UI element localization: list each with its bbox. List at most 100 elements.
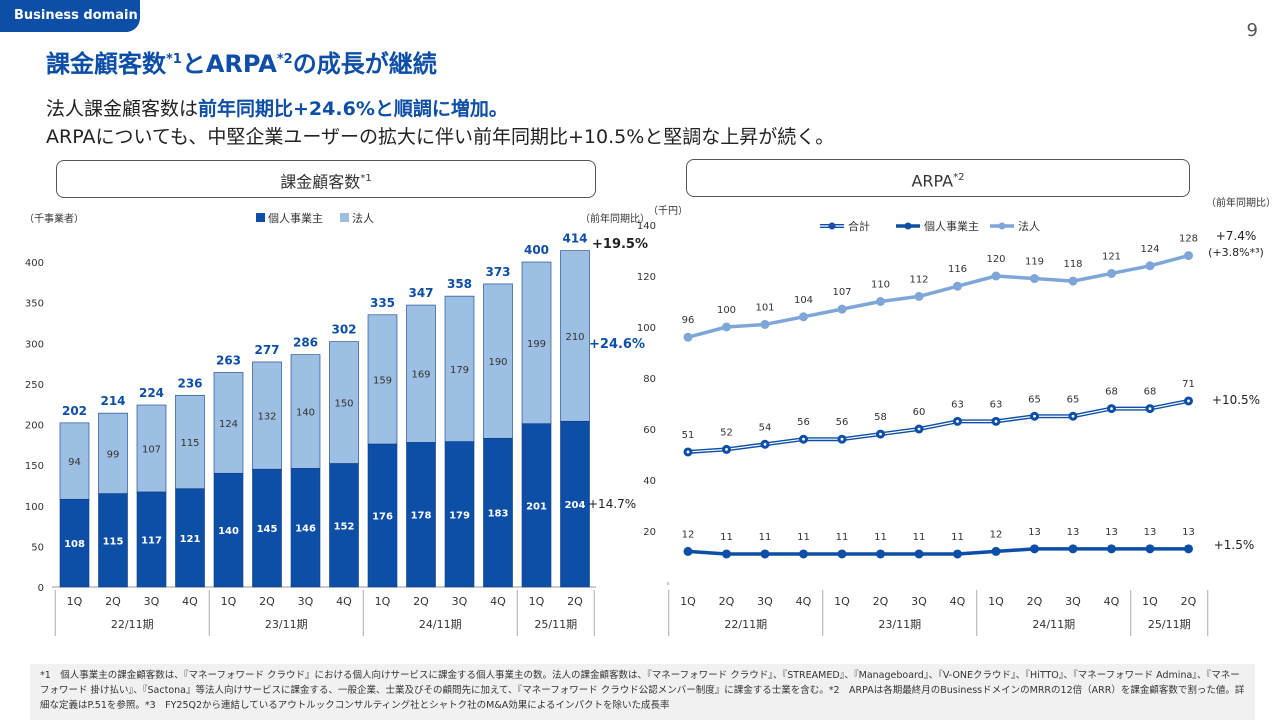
bar-x-tick-label: 2Q [259, 595, 275, 608]
bar-corporate [406, 304, 436, 443]
line-growth-total: +10.5% [1212, 393, 1260, 407]
series-value-label: 120 [986, 254, 1005, 265]
line-x-tick-label: 2Q [719, 595, 735, 608]
bar-individual [367, 443, 398, 588]
bar-corporate [444, 295, 475, 442]
bar-individual [444, 441, 475, 588]
series-value-label: 68 [1144, 387, 1157, 398]
bar-total-value: 414 [562, 232, 587, 246]
series-point-2 [914, 291, 924, 301]
bar-total-value: 286 [293, 336, 318, 350]
series-value-label: 96 [682, 315, 695, 326]
series-value-label: 63 [990, 399, 1003, 410]
line-x-tick-label: 3Q [1065, 595, 1081, 608]
bar-individual-value: 145 [257, 524, 278, 535]
series-point-1 [1030, 544, 1039, 554]
line-legend-label: 個人事業主 [924, 220, 979, 233]
series-point-2 [991, 271, 1001, 281]
bar-x-tick-label: 1Q [221, 595, 237, 608]
bar-individual-value: 117 [141, 535, 162, 546]
series-point-inner [917, 427, 921, 431]
bar-y-tick-label: 100 [25, 502, 44, 513]
series-point-inner [1033, 414, 1036, 418]
series-value-label: 101 [755, 302, 774, 313]
bar-x-tick-label: 4Q [336, 595, 352, 608]
line-x-tick-label: 1Q [1142, 595, 1158, 608]
bar-total-value: 277 [254, 343, 279, 357]
customers-chart-header: 課金顧客数*1 [56, 160, 596, 198]
bar-x-tick-label: 2Q [413, 595, 429, 608]
series-line-2 [687, 253, 1189, 339]
line-period-label: 22/11期 [724, 618, 767, 631]
series-point-inner [1110, 407, 1113, 410]
series-value-label: 13 [1067, 527, 1080, 538]
bar-corporate [521, 261, 552, 424]
bar-corporate-value: 210 [565, 332, 584, 343]
series-value-label: 121 [1102, 251, 1121, 262]
bar-growth-individual: +14.7% [588, 497, 636, 511]
bar-y-tick-label: 0 [38, 583, 44, 594]
series-value-label: 60 [913, 407, 926, 418]
series-value-label: 13 [1105, 527, 1118, 538]
line-growth-corporate-sub: (+3.8%*³) [1208, 246, 1264, 259]
bar-period-label: 23/11期 [265, 618, 308, 631]
bar-individual-value: 121 [180, 534, 201, 545]
line-growth-corporate: +7.4% [1216, 229, 1257, 243]
line-y-tick-label: 20 [643, 527, 656, 538]
series-value-label: 11 [874, 532, 887, 543]
line-yoy-label: （前年同期比） [1206, 196, 1276, 209]
series-value-label: 128 [1179, 234, 1198, 245]
bar-corporate [59, 422, 90, 500]
series-value-label: 11 [759, 532, 772, 543]
bar-corporate-value: 150 [334, 399, 353, 410]
page-subtitle: 法人課金顧客数は前年同期比+24.6%と順調に増加。 ARPAについても、中堅企… [46, 98, 835, 148]
series-point-2 [876, 297, 885, 306]
bar-individual [98, 493, 128, 588]
series-point-1 [760, 549, 770, 559]
series-point-2 [1184, 251, 1193, 261]
bar-corporate [290, 354, 321, 469]
line-x-tick-label: 1Q [680, 595, 696, 608]
series-point-1 [799, 549, 808, 559]
bar-individual [175, 488, 205, 588]
bar-corporate [367, 314, 398, 445]
series-value-label: 119 [1025, 257, 1044, 268]
series-value-label: 71 [1182, 379, 1195, 390]
line-y-tick-label: 40 [643, 476, 656, 487]
series-point-1 [953, 549, 962, 559]
series-point-inner [840, 437, 844, 441]
bar-x-tick-label: 1Q [67, 595, 83, 608]
series-point-1 [837, 549, 847, 559]
series-point-inner [1187, 399, 1190, 403]
series-point-inner [802, 437, 805, 441]
bar-individual-value: 176 [372, 512, 393, 523]
bar-y-tick-label: 300 [25, 339, 44, 350]
bar-corporate-value: 94 [68, 457, 81, 468]
bar-growth-total: +19.5% [592, 237, 648, 252]
series-point-1 [1107, 544, 1116, 554]
bar-y-tick-label: 400 [25, 258, 44, 269]
bar-individual [483, 438, 513, 588]
line-x-tick-label: 2Q [1181, 595, 1197, 608]
series-value-label: 65 [1067, 394, 1080, 405]
series-point-inner [1148, 407, 1152, 410]
series-point-1 [722, 549, 731, 559]
series-value-label: 11 [951, 532, 964, 543]
bar-individual-value: 204 [565, 500, 586, 511]
line-y-tick-label: 140 [637, 221, 656, 232]
series-value-label: 13 [1028, 527, 1041, 538]
bar-x-tick-label: 3Q [298, 595, 314, 608]
business-domain-tag: Business domain [0, 0, 140, 32]
series-value-label: 65 [1028, 394, 1041, 405]
bar-total-value: 358 [447, 277, 472, 291]
line-x-tick-label: 2Q [873, 595, 889, 608]
arpa-chart-header: ARPA*2 [686, 159, 1190, 197]
bar-corporate [483, 283, 513, 439]
bar-corporate-value: 169 [411, 370, 430, 381]
bar-total-value: 335 [370, 296, 395, 310]
series-point-1 [1145, 544, 1155, 554]
bar-corporate-value: 190 [488, 357, 507, 368]
bar-individual [329, 463, 359, 588]
line-unit-label: （千円） [648, 205, 688, 217]
series-line-inner [687, 400, 1189, 453]
